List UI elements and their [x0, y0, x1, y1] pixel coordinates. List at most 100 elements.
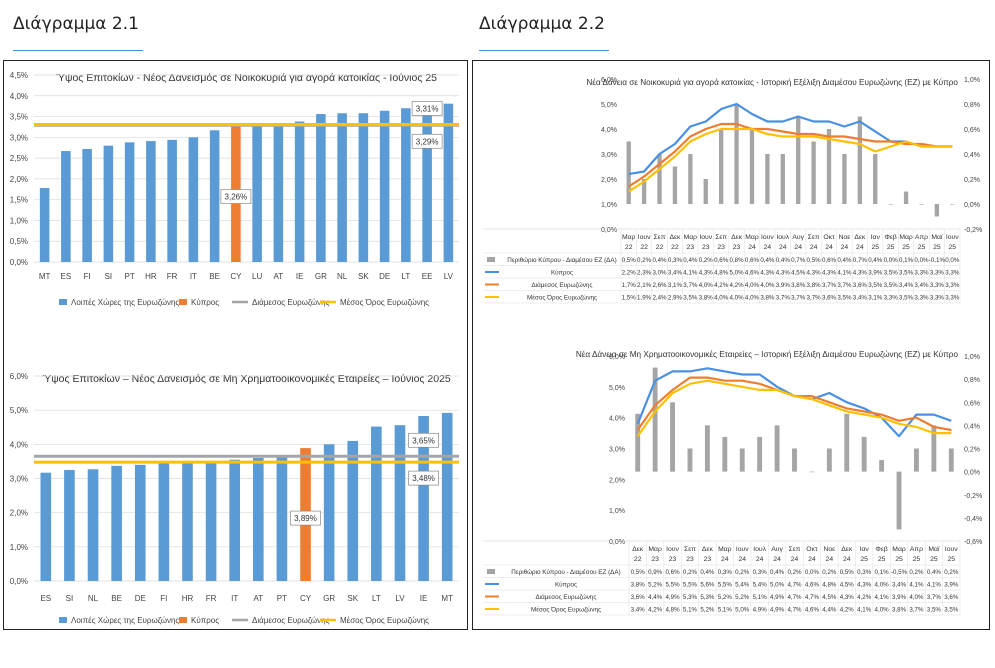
data-label: 4,2% [730, 282, 745, 289]
legend-swatch [487, 257, 495, 262]
x-tick-month: Μαρ [648, 546, 662, 553]
margin-bar [687, 448, 693, 472]
legend-item: Περιθώριο Κύπρου - Διαμέσου ΕΖ (ΔΑ) [507, 256, 616, 264]
legend-item: Μέσος Όρος Ευρωζώνης [531, 606, 601, 614]
cyprus-label-box [290, 510, 321, 526]
data-label: 3,3% [945, 295, 960, 302]
heading-left: Διάγραμμα 2.1 [13, 14, 139, 34]
x-tick-label: FI [160, 594, 167, 603]
margin-bar [757, 436, 763, 472]
margin-bar [844, 413, 850, 472]
legend-item: Μέσος Όρος Ευρωζώνης [340, 298, 429, 307]
data-label: 5,5% [718, 582, 733, 589]
data-label: 0,2% [637, 257, 652, 264]
x-tick-month: Μαρ [892, 546, 906, 553]
data-label: 3,6% [853, 282, 868, 289]
data-label: 4,7% [805, 594, 820, 601]
x-tick-label: DE [379, 272, 390, 281]
margin-bar [734, 104, 739, 204]
y2-tick-label: 1,0% [964, 354, 980, 361]
x-tick-label: FR [167, 272, 178, 281]
margin-bar [792, 448, 797, 472]
data-label: 0,5% [840, 569, 855, 576]
bar [134, 464, 146, 581]
data-label: 0,7% [791, 257, 806, 264]
x-tick-label: IE [420, 594, 428, 603]
data-label: 4,0% [714, 295, 729, 302]
x-tick-year: 24 [791, 556, 799, 563]
margin-bar [704, 425, 710, 472]
margin-bar [934, 204, 940, 217]
data-label: 3,3% [914, 295, 929, 302]
bar [61, 151, 71, 262]
data-label: 4,3% [853, 270, 868, 277]
data-label: 3,8% [791, 282, 806, 289]
margin-bar [657, 154, 662, 204]
y2-tick-label: 0,0% [964, 470, 980, 477]
data-label: 4,3% [857, 582, 872, 589]
x-tick-month: Δεκ [632, 546, 644, 553]
margin-bar [948, 448, 954, 472]
x-tick-month: Αυγ [792, 234, 804, 241]
x-tick-year: 24 [748, 244, 756, 251]
data-label: 0,2% [787, 569, 802, 576]
margin-bar [873, 154, 878, 204]
data-label: 5,0% [735, 607, 750, 614]
chart-title: Ύψος Επιτοκίων - Νέος Δανεισμός σε Νοικο… [56, 72, 437, 84]
data-label: 3,6% [631, 594, 646, 601]
y2-tick-label: -0,6% [964, 539, 982, 546]
y-tick-label: 2,0% [601, 177, 617, 184]
data-label: 4,9% [770, 607, 785, 614]
margin-bar [780, 154, 785, 204]
margin-bar [826, 448, 832, 472]
bar [401, 108, 411, 262]
margin-bar [641, 179, 647, 204]
margin-bar [809, 471, 815, 473]
data-label: 0,2% [822, 569, 837, 576]
data-label: 2,2% [622, 270, 637, 277]
x-tick-year: 24 [826, 556, 834, 563]
cyprus-label: 3,26% [225, 193, 248, 202]
bar [443, 103, 454, 262]
data-label: 3,9% [868, 270, 883, 277]
data-label: 4,3% [822, 270, 837, 277]
bar [39, 188, 50, 262]
data-label: 0,2% [909, 569, 924, 576]
x-tick-year: 25 [913, 556, 921, 563]
data-label: 0,4% [770, 569, 785, 576]
data-label: 0,4% [652, 257, 667, 264]
data-label: 3,3% [930, 295, 945, 302]
data-label: 4,1% [909, 582, 924, 589]
x-tick-month: Ιουν [945, 546, 958, 553]
data-label: 4,1% [927, 582, 942, 589]
y2-tick-label: -0,4% [964, 516, 982, 523]
x-tick-month: Ιαν [860, 546, 870, 553]
data-label: -0,5% [891, 569, 908, 576]
data-label: 3,8% [699, 295, 714, 302]
x-tick-month: Δεκ [841, 546, 853, 553]
data-label: 3,3% [930, 282, 945, 289]
x-tick-year: 24 [721, 556, 729, 563]
margin-bar [861, 436, 867, 472]
legend-item: Κύπρος [555, 581, 577, 589]
x-tick-month: Μαϊ [931, 234, 943, 241]
y-tick-label: 0,0% [609, 539, 625, 546]
y-tick-label: 2,0% [10, 509, 28, 518]
x-tick-label: SK [358, 272, 369, 281]
x-tick-label: MT [441, 594, 453, 603]
y-tick-label: 6,0% [609, 354, 625, 361]
x-tick-month: Φεβ [875, 546, 887, 553]
margin-bar [722, 436, 728, 472]
bar [347, 440, 359, 581]
data-label: 2,1% [637, 282, 652, 289]
data-label: 0,8% [730, 257, 745, 264]
data-label: 5,2% [700, 607, 715, 614]
x-tick-label: SI [105, 272, 113, 281]
data-label: 0,0% [805, 569, 820, 576]
data-label: 5,3% [700, 594, 715, 601]
data-label: 4,8% [822, 582, 837, 589]
bar [124, 142, 135, 262]
legend-item: Λοιπές Χώρες της Ευρωζώνης [71, 298, 179, 307]
x-tick-year: 24 [825, 244, 833, 251]
data-label: 3,9% [892, 594, 907, 601]
